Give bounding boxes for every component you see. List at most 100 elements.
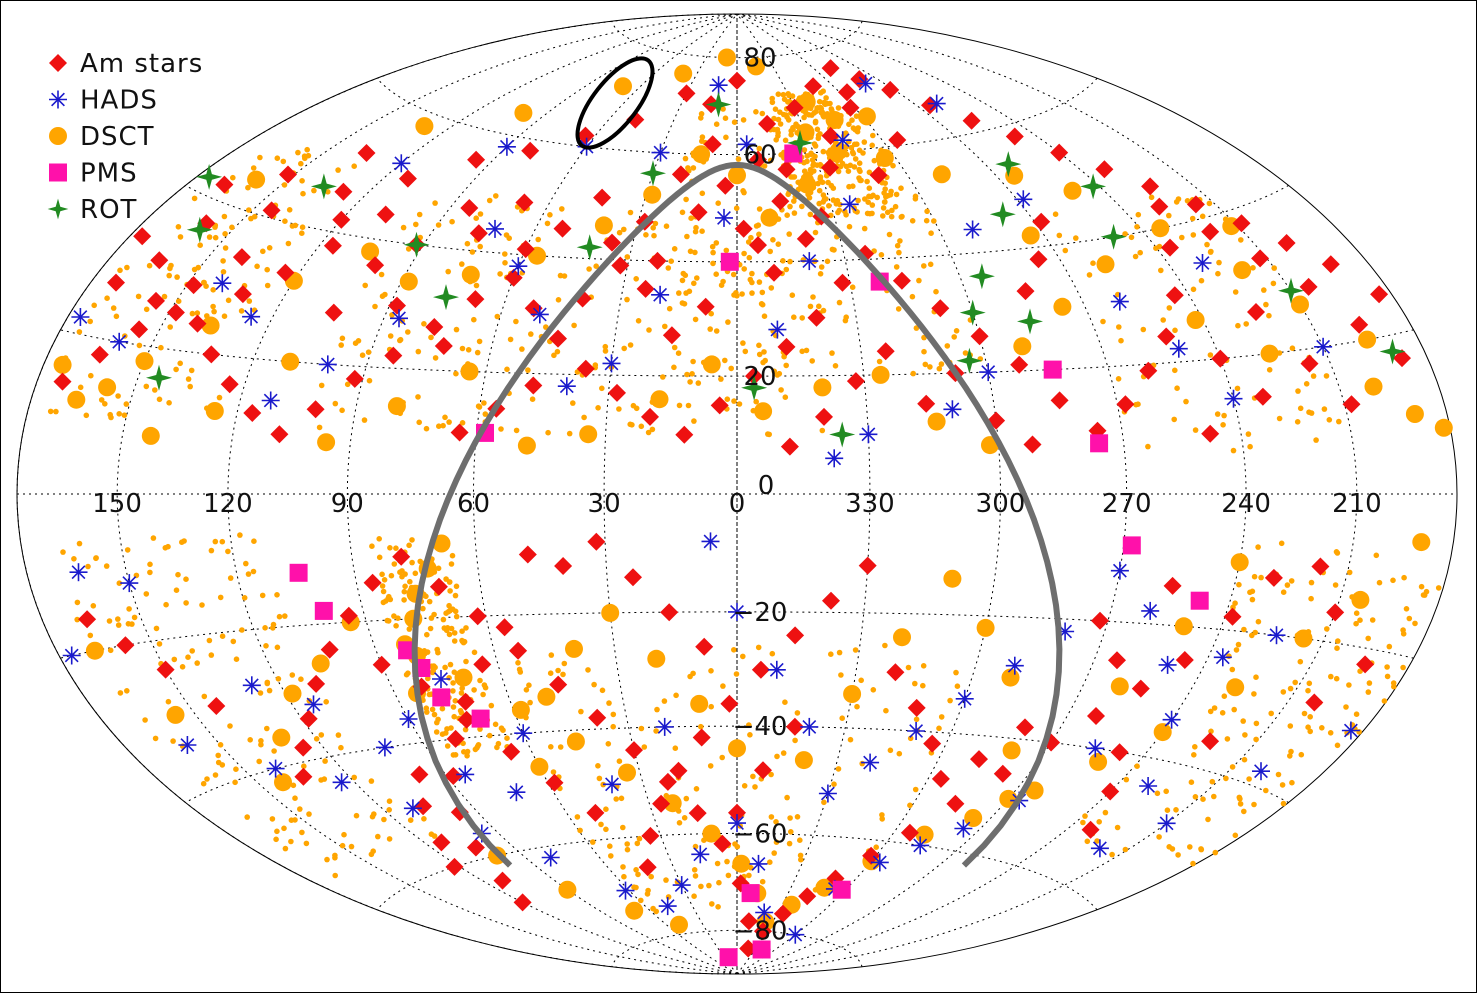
am-point: [652, 794, 671, 813]
dsct-legend-marker: [49, 127, 67, 145]
dsct-dot: [755, 644, 762, 651]
dsct-point: [692, 145, 711, 164]
pms-point: [432, 688, 451, 707]
dsct-dot: [146, 262, 153, 269]
am-point: [1201, 424, 1220, 443]
dsct-point: [1260, 344, 1279, 363]
dsct-dot: [409, 537, 415, 543]
dsct-point: [1151, 219, 1170, 238]
am-point: [1050, 391, 1069, 410]
dsct-dot: [451, 630, 458, 636]
dsct-dot: [1381, 698, 1388, 704]
dsct-dot: [204, 776, 210, 782]
dsct-dot: [610, 711, 617, 718]
dsct-dot: [143, 591, 150, 597]
dsct-dot: [335, 732, 342, 738]
dsct-dot: [428, 334, 434, 341]
dsct-dot: [607, 843, 613, 849]
hads-point: [486, 219, 504, 238]
dsct-point: [702, 824, 721, 843]
dsct-dot: [463, 658, 469, 665]
dsct-dot: [605, 741, 612, 747]
dsct-dot: [927, 364, 933, 370]
dsct-dot: [1169, 846, 1176, 852]
dsct-point: [1110, 677, 1129, 696]
dsct-dot: [263, 643, 269, 649]
dsct-dot: [821, 99, 827, 106]
am-point: [90, 345, 109, 364]
am-point: [156, 660, 175, 679]
dsct-dot: [1080, 819, 1086, 826]
dsct-dot: [1158, 267, 1164, 274]
dsct-dot: [824, 258, 831, 265]
dsct-dot: [813, 108, 819, 115]
dsct-dot: [1140, 326, 1147, 333]
dsct-dot: [274, 155, 281, 161]
dsct-dot: [1134, 763, 1140, 769]
dsct-dot: [191, 195, 198, 202]
dsct-dot: [853, 113, 860, 119]
dsct-dot: [591, 681, 597, 688]
dsct-dot: [481, 682, 488, 688]
dsct-dot: [923, 217, 930, 224]
dsct-dot: [1096, 819, 1102, 825]
am-point: [688, 804, 707, 823]
dsct-dot: [1123, 776, 1130, 783]
dsct-dot: [1412, 620, 1418, 627]
dsct-dot: [691, 893, 697, 899]
am-point: [734, 219, 753, 238]
dsct-dot: [886, 231, 893, 238]
am-point: [749, 150, 767, 169]
dsct-dot: [322, 758, 328, 764]
dsct-dot: [359, 352, 366, 359]
am-point: [625, 741, 643, 760]
dsct-dot: [692, 316, 699, 323]
hads-point: [509, 257, 528, 276]
dsct-dot: [87, 632, 94, 639]
am-point: [1108, 651, 1126, 670]
am-point: [495, 618, 514, 637]
dsct-dot: [691, 867, 698, 873]
rot-point: [1278, 277, 1304, 304]
dsct-dot: [460, 740, 466, 747]
lon-tick-label: 330: [845, 489, 895, 519]
am-point: [515, 193, 534, 212]
dsct-dot: [497, 271, 503, 277]
dsct-dot: [225, 548, 231, 555]
dsct-dot: [699, 228, 705, 234]
dsct-dot: [731, 119, 738, 125]
dsct-dot: [495, 740, 502, 747]
dsct-point: [311, 654, 330, 673]
legend-label: HADS: [80, 86, 158, 116]
dsct-dot: [156, 396, 163, 403]
dsct-dot: [756, 231, 762, 238]
am-point: [549, 675, 568, 694]
dsct-dot: [221, 313, 228, 320]
hads-point: [242, 307, 261, 326]
dsct-dot: [1344, 730, 1350, 736]
dsct-dot: [458, 710, 465, 716]
dsct-dot: [201, 693, 208, 700]
dsct-dot: [1190, 232, 1197, 238]
dsct-dot: [282, 613, 288, 619]
dsct-dot: [1190, 860, 1196, 867]
dsct-dot: [452, 698, 459, 704]
dsct-dot: [446, 602, 452, 609]
am-point: [1101, 782, 1120, 801]
dsct-dot: [459, 637, 465, 644]
longitude-line: [736, 13, 1128, 975]
galactic-plane-curve: [411, 56, 1063, 868]
dsct-dot: [1306, 680, 1313, 687]
dsct-dot: [1175, 196, 1182, 202]
dsct-dot: [386, 798, 393, 804]
dsct-dot: [471, 649, 478, 656]
dsct-dot: [759, 878, 766, 885]
dsct-dot: [447, 661, 454, 668]
dsct-dot: [1246, 776, 1252, 782]
dsct-dot: [1207, 352, 1214, 358]
dsct-point: [1434, 418, 1453, 437]
dsct-dot: [832, 363, 839, 369]
lon-tick-label: 60: [457, 489, 490, 519]
dsct-dot: [480, 691, 486, 698]
rot-legend-marker: [47, 198, 69, 220]
